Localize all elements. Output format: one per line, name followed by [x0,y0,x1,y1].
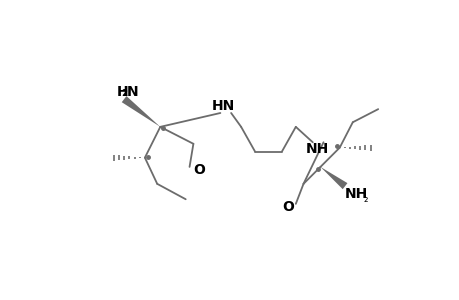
Text: ₂N: ₂N [121,85,139,99]
Text: HN: HN [211,99,235,113]
Polygon shape [320,167,347,189]
Text: O: O [281,200,293,214]
Text: NH: NH [305,142,328,156]
Text: NH: NH [344,187,368,201]
Text: ₂: ₂ [363,194,367,204]
Text: H: H [117,85,128,99]
Polygon shape [122,96,160,127]
Text: O: O [192,163,204,177]
